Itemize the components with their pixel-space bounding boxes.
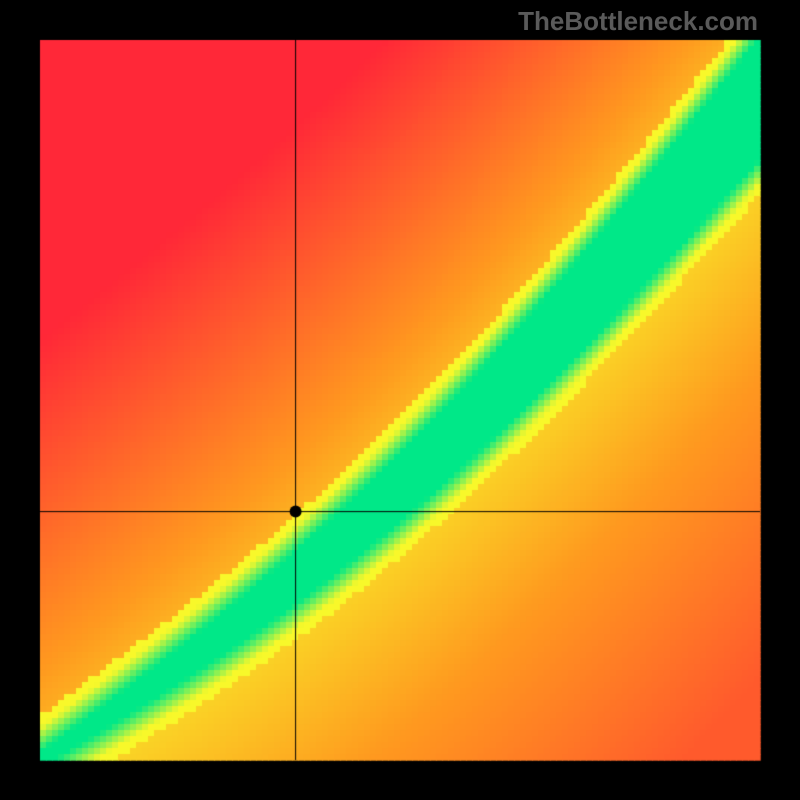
bottleneck-heatmap <box>0 0 800 800</box>
chart-container: TheBottleneck.com <box>0 0 800 800</box>
watermark-text: TheBottleneck.com <box>518 6 758 37</box>
